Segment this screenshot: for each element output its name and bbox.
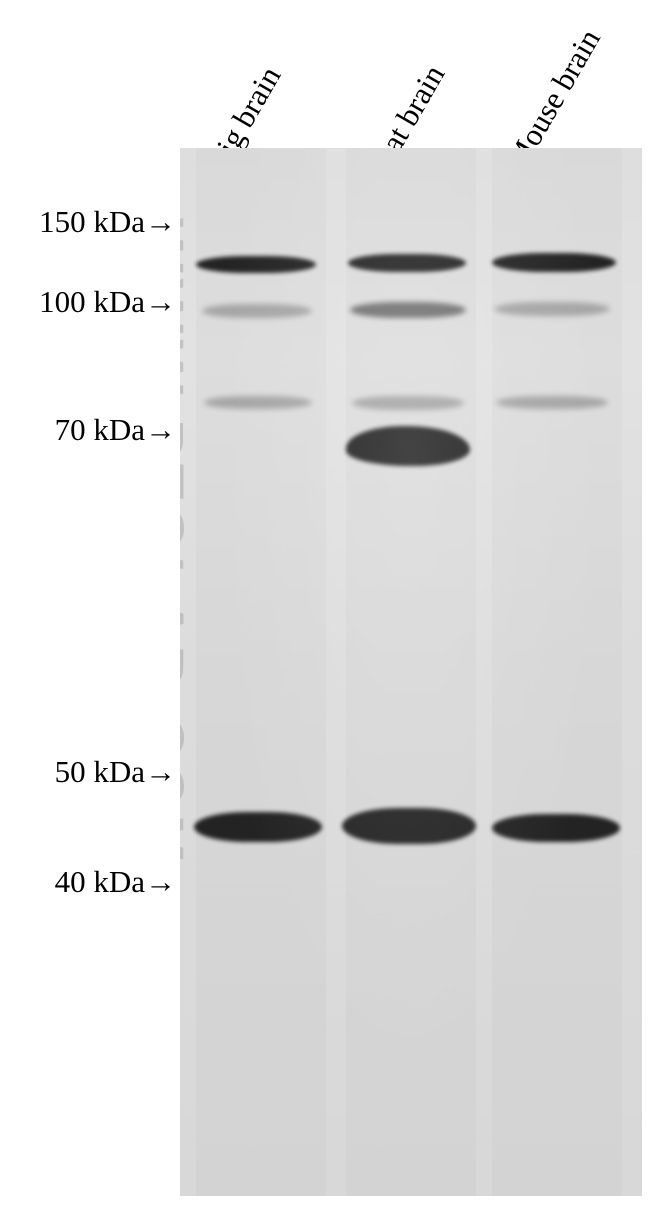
band — [202, 304, 312, 318]
mw-marker-70: 70 kDa→ — [55, 412, 176, 448]
mw-marker-text: 70 kDa→ — [55, 412, 176, 447]
mw-marker-50: 50 kDa→ — [55, 754, 176, 790]
band — [350, 302, 466, 318]
band — [496, 396, 608, 409]
band — [204, 396, 312, 409]
mw-marker-40: 40 kDa→ — [55, 864, 176, 900]
band — [352, 396, 464, 410]
watermark-text: WWW.PTGLAB.COM — [180, 218, 196, 869]
mw-marker-text: 50 kDa→ — [55, 754, 176, 789]
mw-marker-150: 150 kDa→ — [39, 204, 176, 240]
band — [342, 808, 476, 844]
mw-marker-text: 100 kDa→ — [39, 284, 176, 319]
band — [492, 253, 616, 272]
mw-marker-text: 150 kDa→ — [39, 204, 176, 239]
band — [348, 254, 466, 272]
band — [494, 302, 610, 316]
blot-membrane: WWW.PTGLAB.COM — [180, 148, 642, 1196]
band — [194, 812, 322, 842]
mw-marker-text: 40 kDa→ — [55, 864, 176, 899]
band-blob — [346, 426, 470, 466]
mw-marker-100: 100 kDa→ — [39, 284, 176, 320]
western-blot-figure: Pig brain Rat brain Mouse brain 150 kDa→… — [0, 0, 650, 1205]
band — [492, 814, 620, 842]
band — [196, 256, 316, 273]
